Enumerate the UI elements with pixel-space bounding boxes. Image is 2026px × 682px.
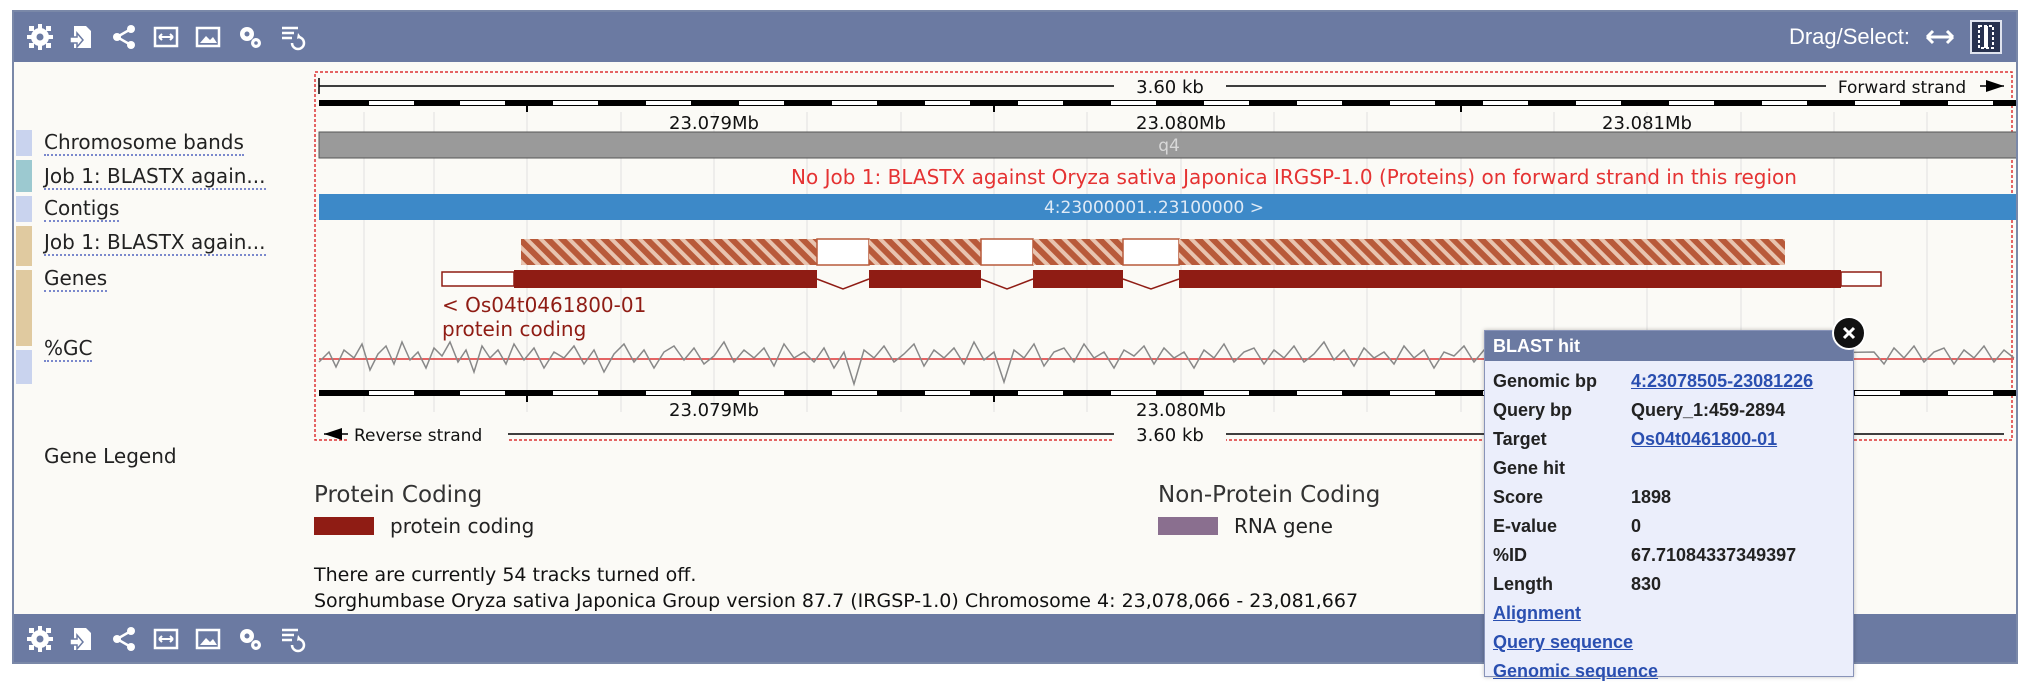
popup-label: %ID xyxy=(1493,545,1528,565)
refresh-icon[interactable] xyxy=(276,623,308,655)
gear-icon[interactable] xyxy=(24,623,56,655)
popup-label: Length xyxy=(1493,574,1553,594)
top-tick-label: 23.080Mb xyxy=(1136,113,1226,134)
legend-protein-heading: Protein Coding xyxy=(314,482,483,508)
evalue-value: 0 xyxy=(1631,516,1642,536)
popup-label: Target xyxy=(1493,429,1547,449)
settings-icon[interactable] xyxy=(234,623,266,655)
gear-icon[interactable] xyxy=(24,21,56,53)
track-swatch xyxy=(16,226,32,266)
track-swatch xyxy=(16,196,32,222)
blast-hit-popup: BLAST hit Genomic bp 4:23078505-23081226… xyxy=(1484,330,1854,681)
query-sequence-link[interactable]: Query sequence xyxy=(1493,632,1634,652)
track-swatch xyxy=(16,130,32,156)
track-label-job1-reverse[interactable]: Job 1: BLASTX again... xyxy=(44,230,266,256)
popup-title: BLAST hit xyxy=(1485,331,1853,361)
settings-icon[interactable] xyxy=(234,21,266,53)
bottom-tick-label: 23.079Mb xyxy=(669,400,759,421)
legend-nonprotein-item: RNA gene xyxy=(1158,514,1333,538)
top-toolbar: Drag/Select: xyxy=(14,12,2016,62)
track-image[interactable]: 3.60 kb Forward strand 23.079Mb 23.080Mb xyxy=(14,12,2016,612)
track-swatch xyxy=(16,350,32,384)
share-icon[interactable] xyxy=(108,623,140,655)
location-text: Sorghumbase Oryza sativa Japonica Group … xyxy=(314,590,1359,612)
track-label-job1-forward[interactable]: Job 1: BLASTX again... xyxy=(44,164,266,190)
legend-protein-label: protein coding xyxy=(390,514,535,538)
export-icon[interactable] xyxy=(66,623,98,655)
share-icon[interactable] xyxy=(108,21,140,53)
legend-nonprotein-swatch xyxy=(1158,517,1218,535)
genomic-bp-link[interactable]: 4:23078505-23081226 xyxy=(1631,371,1814,391)
no-hit-message: No Job 1: BLASTX against Oryza sativa Ja… xyxy=(791,165,1797,189)
export-icon[interactable] xyxy=(66,21,98,53)
track-swatch xyxy=(16,160,32,192)
forward-strand-label: Forward strand xyxy=(1838,78,1966,98)
popup-label: Genomic bp xyxy=(1493,371,1598,391)
genomic-sequence-link[interactable]: Genomic sequence xyxy=(1493,661,1659,681)
percent-id-value: 67.71084337349397 xyxy=(1631,545,1797,565)
gene-legend-title: Gene Legend xyxy=(44,444,177,468)
track-swatch xyxy=(16,270,32,346)
image-icon[interactable] xyxy=(192,21,224,53)
image-icon[interactable] xyxy=(192,623,224,655)
select-mode-icon[interactable] xyxy=(1970,20,2002,54)
tracks-off-text: There are currently 54 tracks turned off… xyxy=(314,564,697,586)
score-value: 1898 xyxy=(1631,487,1672,507)
contig-bar[interactable] xyxy=(319,194,2016,220)
legend-protein-swatch xyxy=(314,517,374,535)
track-label-genes[interactable]: Genes xyxy=(44,266,108,292)
drag-select-label: Drag/Select: xyxy=(1788,24,1910,49)
band-label: q4 xyxy=(1158,136,1180,156)
track-label-gc[interactable]: %GC xyxy=(44,336,93,362)
drag-mode-icon[interactable] xyxy=(1924,20,1956,54)
top-tick-label: 23.081Mb xyxy=(1602,113,1692,134)
resize-icon[interactable] xyxy=(150,623,182,655)
top-scale-bar xyxy=(319,100,2016,112)
track-label-contigs[interactable]: Contigs xyxy=(44,196,120,222)
bottom-tick-label: 23.080Mb xyxy=(1136,400,1226,421)
selection-region xyxy=(314,71,2013,441)
popup-label: E-value xyxy=(1493,516,1558,536)
alignment-link[interactable]: Alignment xyxy=(1493,603,1581,623)
query-bp-value: Query_1:459-2894 xyxy=(1631,400,1786,420)
track-label-chromosome-bands[interactable]: Chromosome bands xyxy=(44,130,244,156)
gene-biotype-label: protein coding xyxy=(442,317,586,341)
resize-icon[interactable] xyxy=(150,21,182,53)
legend-protein-item: protein coding xyxy=(314,514,534,538)
legend-nonprotein-label: RNA gene xyxy=(1234,514,1333,538)
popup-label: Gene hit xyxy=(1493,458,1566,478)
top-tick-label: 23.079Mb xyxy=(669,113,759,134)
popup-label: Score xyxy=(1493,487,1544,507)
contig-label: 4:23000001..23100000 > xyxy=(1044,198,1264,218)
gc-trace xyxy=(318,339,2015,387)
legend-nonprotein-heading: Non-Protein Coding xyxy=(1158,482,1381,508)
reverse-strand-label: Reverse strand xyxy=(354,426,482,446)
target-link[interactable]: Os04t0461800-01 xyxy=(1631,429,1778,449)
top-length-label: 3.60 kb xyxy=(1136,77,1204,98)
refresh-icon[interactable] xyxy=(276,21,308,53)
close-icon[interactable] xyxy=(1832,316,1866,350)
length-value: 830 xyxy=(1631,574,1662,594)
chromosome-band[interactable] xyxy=(318,131,2016,159)
popup-label: Query bp xyxy=(1493,400,1573,420)
bottom-length-label: 3.60 kb xyxy=(1136,425,1204,446)
gene-name-label[interactable]: < Os04t0461800-01 xyxy=(442,293,646,317)
gene-model[interactable] xyxy=(441,270,1882,290)
blast-hit[interactable] xyxy=(521,238,1785,266)
